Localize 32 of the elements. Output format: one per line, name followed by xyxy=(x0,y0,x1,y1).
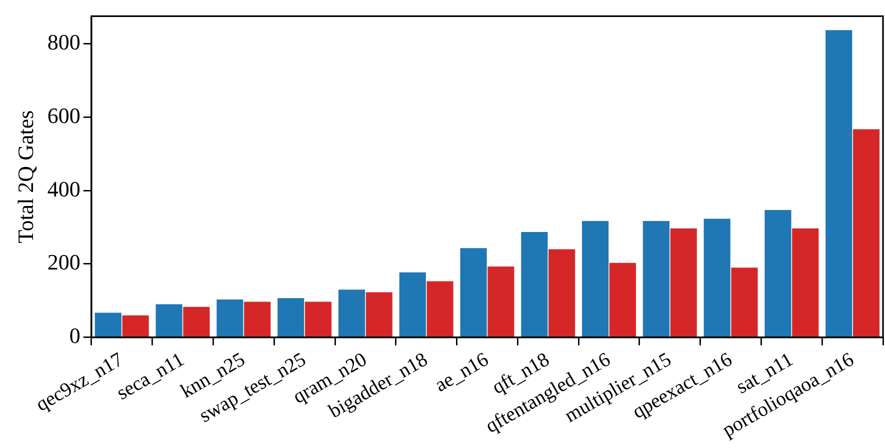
bar xyxy=(244,302,271,337)
bar xyxy=(826,30,852,337)
y-axis-title: Total 2Q Gates xyxy=(12,110,38,244)
bar xyxy=(304,302,332,337)
y-tick-label: 400 xyxy=(47,176,80,202)
bar xyxy=(582,221,609,337)
bar xyxy=(122,315,149,337)
bar xyxy=(488,266,514,337)
y-tick-label: 600 xyxy=(47,102,80,128)
bar xyxy=(460,248,487,337)
bar xyxy=(278,298,304,337)
bar xyxy=(94,312,122,337)
bar xyxy=(366,292,392,337)
bar xyxy=(399,272,426,337)
bar xyxy=(609,262,636,337)
bar xyxy=(670,228,697,337)
y-tick-label: 200 xyxy=(47,250,80,275)
y-tick-label: 0 xyxy=(69,323,80,348)
bar xyxy=(183,306,210,337)
bar xyxy=(731,268,758,337)
bar xyxy=(852,129,880,337)
bar xyxy=(704,218,730,337)
bar xyxy=(216,300,244,337)
bar xyxy=(338,290,366,337)
bar xyxy=(642,221,670,337)
bar xyxy=(156,304,182,337)
bar xyxy=(764,210,792,337)
bar xyxy=(426,281,454,337)
bar xyxy=(548,249,576,337)
bar xyxy=(792,228,819,337)
y-tick-label: 800 xyxy=(47,30,80,55)
bar xyxy=(521,232,548,337)
